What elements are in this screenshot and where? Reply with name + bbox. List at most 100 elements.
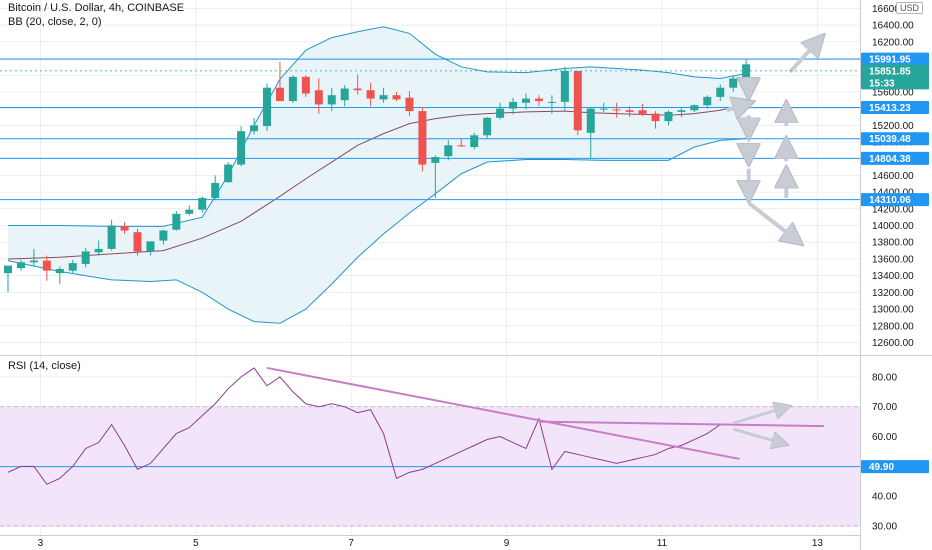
candle-body [198, 197, 207, 210]
rsi-indicator-label: RSI (14, close) [8, 360, 81, 372]
level-price-tag: 15991.95 [861, 52, 929, 66]
candle [703, 95, 712, 109]
rsi-level-tag: 49.90 [861, 460, 929, 474]
candle [457, 138, 466, 148]
candle [392, 91, 401, 102]
candle [677, 106, 686, 117]
price-tick-label: 13400.00 [872, 271, 914, 282]
candle [690, 104, 699, 112]
rsi-line [7, 367, 721, 485]
candle-body [444, 145, 453, 157]
rsi-tick-label: 70.00 [872, 402, 897, 413]
countdown-tag: 15:33 [861, 76, 929, 90]
bb-upper-band [8, 26, 747, 227]
candle [224, 162, 233, 183]
svg-text:14310.06: 14310.06 [869, 195, 911, 206]
candle-body [509, 101, 518, 109]
price-tick-label: 15600.00 [872, 87, 914, 98]
candle [81, 248, 90, 268]
candle [599, 102, 608, 112]
svg-text:15413.23: 15413.23 [869, 103, 911, 114]
candle-body [522, 98, 530, 103]
rsi-tick-label: 80.00 [872, 372, 897, 383]
svg-text:15039.48: 15039.48 [869, 134, 911, 145]
candle-body [379, 95, 388, 100]
rsi-trendline [266, 366, 740, 460]
candle [353, 74, 362, 95]
candle [405, 91, 414, 117]
price-tick-label: 16400.00 [872, 21, 914, 32]
candle-body [716, 87, 725, 97]
candle-body [55, 268, 64, 274]
rsi-projection-arrow [732, 407, 787, 425]
candle-body [496, 108, 505, 118]
candle-body [94, 248, 103, 253]
candle [314, 78, 323, 114]
svg-text:15:33: 15:33 [869, 78, 895, 89]
candle [340, 85, 349, 107]
candle-body [29, 260, 38, 263]
last-price-tag: 15851.85 [861, 64, 929, 78]
candle-body [172, 213, 181, 230]
candle-body [146, 241, 155, 252]
candle [729, 76, 738, 92]
candle [431, 155, 440, 198]
candle [185, 205, 194, 216]
projection-arrow [788, 38, 821, 74]
candle [366, 82, 375, 107]
price-tick-label: 14200.00 [872, 204, 914, 215]
candle-body [133, 232, 142, 252]
level-price-tag: 15039.48 [861, 132, 929, 146]
price-tick-label: 13800.00 [872, 238, 914, 249]
level-price-tag: 15413.23 [861, 100, 929, 114]
candle [560, 66, 569, 111]
candle [250, 117, 259, 135]
svg-text:15991.95: 15991.95 [869, 55, 911, 66]
price-tick-label: 13600.00 [872, 254, 914, 265]
time-tick-label: 11 [657, 538, 668, 549]
currency-badge[interactable]: USD [896, 2, 924, 14]
bb-indicator-label: BB (20, close, 2, 0) [8, 16, 102, 28]
candle [55, 266, 64, 284]
candle-body [68, 263, 77, 271]
candle [301, 75, 310, 97]
candle-body [560, 71, 569, 102]
candle [288, 75, 297, 103]
candle-body [418, 111, 427, 165]
candle [198, 196, 207, 213]
candle-body [366, 90, 375, 99]
svg-text:15851.85: 15851.85 [869, 66, 911, 77]
price-tick-label: 16600.00 [872, 4, 914, 15]
candle [263, 83, 271, 132]
candle-body [651, 113, 660, 122]
time-tick-label: 5 [193, 538, 199, 549]
candle [42, 255, 51, 281]
candle [68, 259, 77, 274]
candle-body [4, 265, 12, 274]
price-tick-label: 14000.00 [872, 221, 914, 232]
candle [444, 140, 453, 161]
candle [496, 102, 505, 120]
candle-body [392, 95, 401, 100]
candle-body [107, 225, 116, 249]
candle-body [664, 111, 673, 122]
candle-body [612, 109, 621, 111]
bb-lower-band [7, 138, 747, 324]
candle-body [470, 135, 479, 148]
rsi-projection-arrow [732, 427, 785, 444]
candle [94, 240, 103, 256]
rsi-tick-label: 40.00 [872, 492, 897, 503]
price-tick-label: 16200.00 [872, 37, 914, 48]
candle-body [159, 230, 168, 241]
candle-body [534, 98, 543, 102]
candle [29, 248, 38, 267]
candle-body [211, 182, 220, 198]
candle [172, 211, 181, 231]
candle-body [638, 110, 647, 115]
candle [16, 259, 25, 271]
candle-body [703, 96, 712, 106]
candle [534, 95, 543, 107]
svg-text:14804.38: 14804.38 [869, 154, 911, 165]
candle-body [42, 260, 51, 271]
